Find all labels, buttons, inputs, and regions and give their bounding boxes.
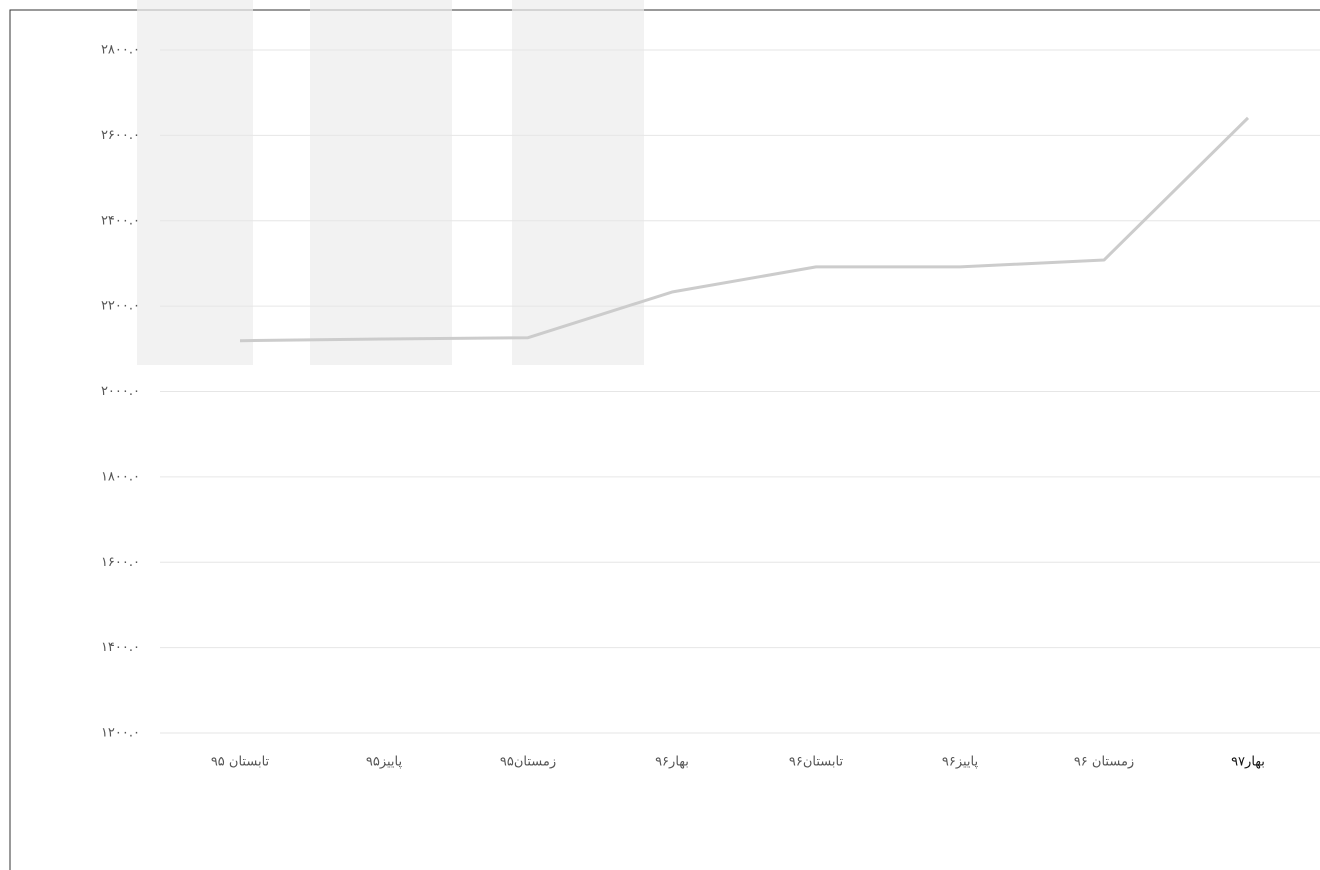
watermark [137,0,644,365]
y-tick-label: ۲۸۰۰.۰ [101,43,140,58]
y-tick-label: ۱۶۰۰.۰ [101,555,140,570]
y-tick-label: ۲۲۰۰.۰ [101,299,140,314]
y-tick-label: ۱۸۰۰.۰ [101,469,140,484]
x-tick-label: تابستان ۹۵ [211,755,270,770]
line [239,116,1250,343]
x-tick-label: بهار۹۷ [1231,755,1265,770]
x-tick-label: پاییز۹۵ [366,755,403,770]
y-tick-label: ۲۶۰۰.۰ [101,128,140,143]
x-tick-label: بهار۹۶ [655,755,689,770]
y-tick-label: ۱۲۰۰.۰ [101,726,140,741]
y-tick-label: ۱۴۰۰.۰ [101,640,140,655]
x-tick-label: پاییز۹۶ [942,755,979,770]
y-tick-label: ۲۴۰۰.۰ [101,213,140,228]
x-tick-label: تابستان۹۶ [789,755,844,770]
y-tick-label: ۲۰۰۰.۰ [101,384,140,399]
frame [9,9,1320,870]
x-tick-label: زمستان ۹۶ [1074,755,1134,770]
x-tick-label: زمستان۹۵ [500,755,556,770]
